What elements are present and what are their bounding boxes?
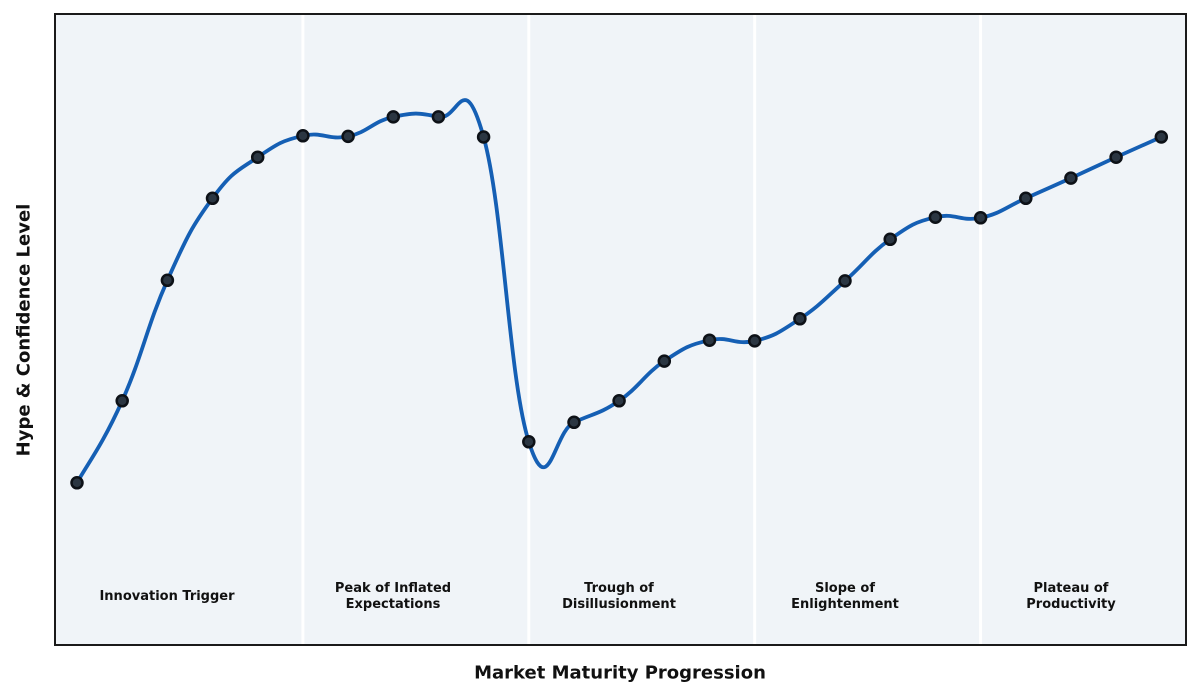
data-point-marker <box>747 334 762 348</box>
data-point-marker <box>115 394 129 408</box>
data-point-marker <box>1109 150 1123 164</box>
data-point-marker <box>250 150 265 164</box>
phase-label-line: Enlightenment <box>791 597 899 612</box>
phase-label-line: Productivity <box>1026 597 1116 612</box>
data-point-marker <box>973 211 988 225</box>
data-point-marker <box>476 130 491 144</box>
phase-label-line: Trough of <box>584 581 654 596</box>
data-point-marker <box>431 110 446 124</box>
phase-label: Slope of Enlightenment <box>791 581 899 613</box>
data-point-marker <box>386 110 401 124</box>
data-point-marker <box>657 354 672 368</box>
phase-label-line: Slope of <box>814 581 875 596</box>
phase-label-line: Innovation Trigger <box>99 589 235 604</box>
phase-label: Peak of Inflated Expectations <box>335 581 451 613</box>
y-axis-label: Hype & Confidence Level <box>13 203 35 457</box>
data-point-marker <box>1019 191 1033 206</box>
data-point-marker <box>612 394 626 408</box>
data-point-marker <box>205 191 220 206</box>
data-point-marker <box>883 232 897 247</box>
data-point-marker <box>1064 171 1078 185</box>
data-point-marker <box>838 274 852 288</box>
data-point-marker <box>1154 130 1169 144</box>
data-point-marker <box>160 273 175 288</box>
phase-label-line: Expectations <box>345 597 441 612</box>
data-point-marker <box>296 129 310 143</box>
phase-label: Innovation Trigger <box>99 589 234 605</box>
x-axis-label: Market Maturity Progression <box>474 662 766 684</box>
phase-label: Plateau of Productivity <box>1026 581 1115 613</box>
data-point-marker <box>341 129 355 144</box>
data-point-marker <box>793 312 807 326</box>
phase-label-line: Peak of Inflated <box>334 581 452 596</box>
phase-label-line: Disillusionment <box>562 597 676 612</box>
data-point-marker <box>70 476 84 490</box>
data-point-marker <box>928 210 943 224</box>
phase-label: Trough of Disillusionment <box>562 581 676 613</box>
data-point-marker <box>567 415 581 430</box>
data-point-marker <box>522 435 536 449</box>
hype-curve <box>75 98 1164 485</box>
plot-border <box>54 13 1187 646</box>
plot-area <box>55 14 1186 645</box>
phase-label-line: Plateau of <box>1033 581 1109 596</box>
data-point-marker <box>702 333 717 347</box>
